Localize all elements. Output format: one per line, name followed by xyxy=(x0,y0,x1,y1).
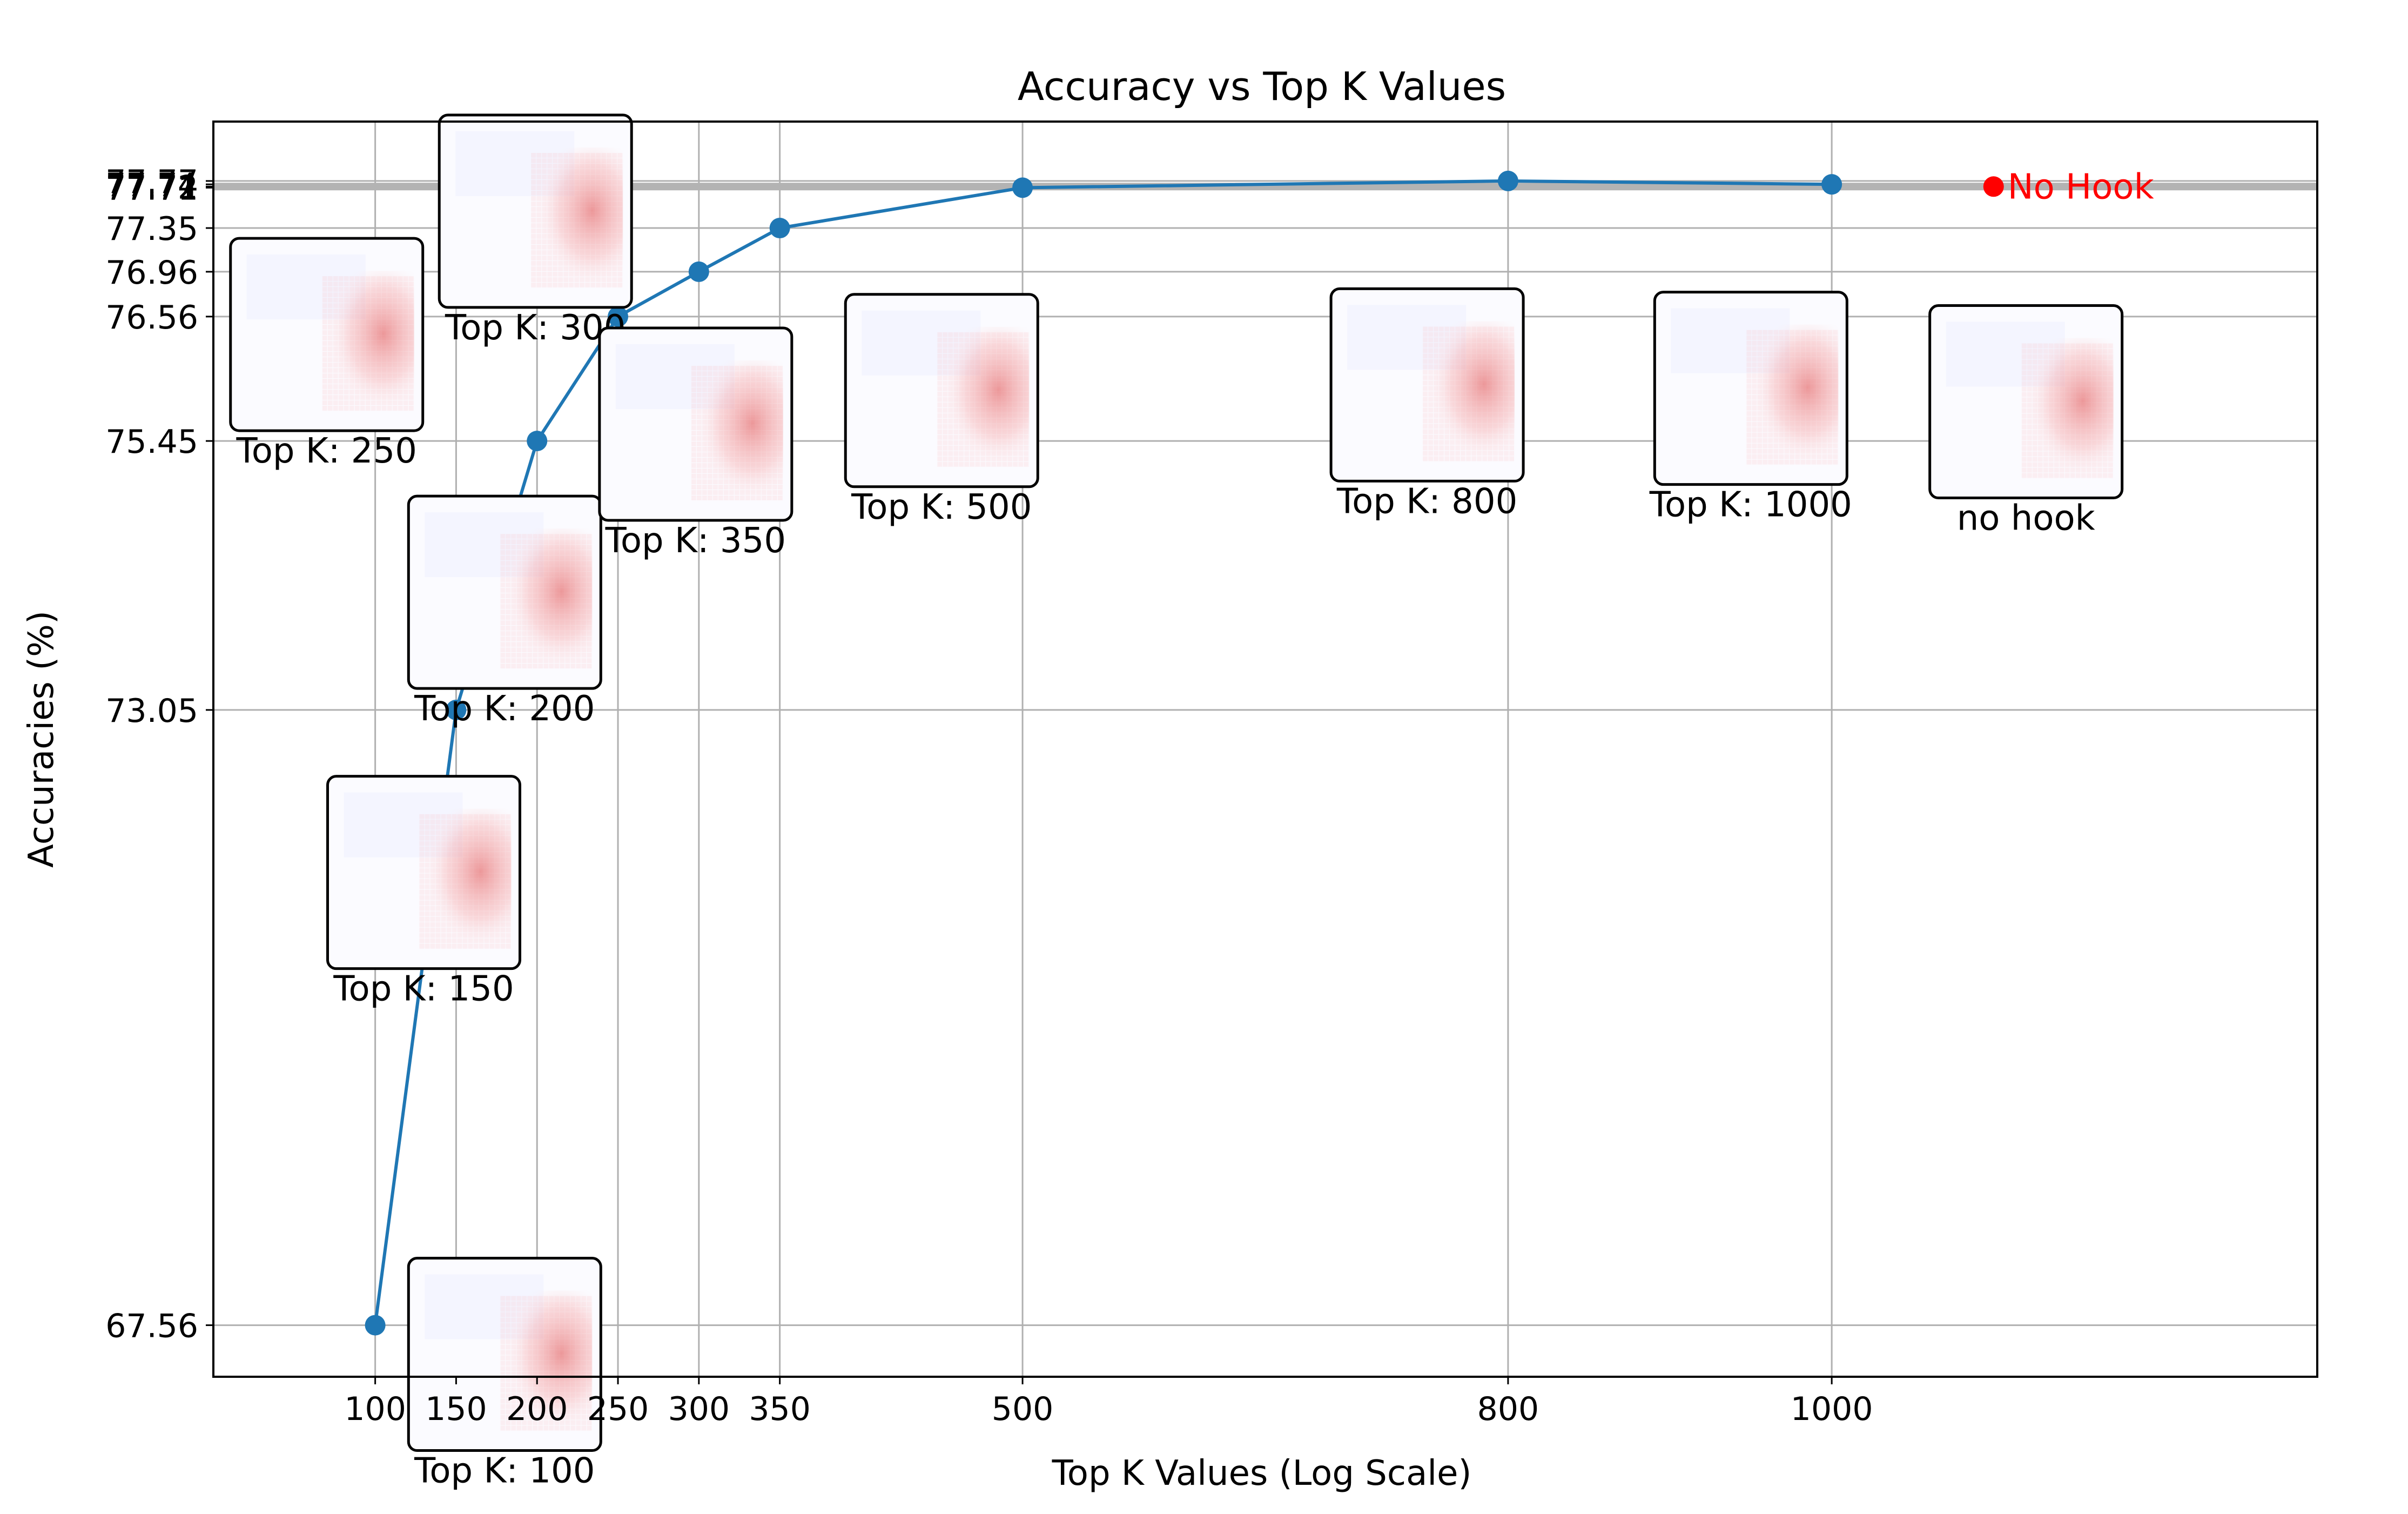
thumbnail-label: Top K: 1000 xyxy=(1649,485,1852,525)
thumbnail-label: Top K: 250 xyxy=(236,431,417,471)
thumbnail-label: Top K: 350 xyxy=(605,521,786,561)
attention-thumbnail: no hook xyxy=(1928,304,2124,539)
y-tick-label: 77.74 xyxy=(105,166,198,204)
thumbnail-heat xyxy=(680,360,783,501)
baseline-marker xyxy=(1983,176,2004,197)
plot-frame xyxy=(212,120,2318,1378)
y-tick-label: 77.71 xyxy=(105,170,198,207)
chart-title: Accuracy vs Top K Values xyxy=(1018,64,1506,109)
data-point xyxy=(769,218,790,239)
y-tick-label: 77.35 xyxy=(105,210,198,248)
thumbnail-heat xyxy=(1736,324,1839,465)
thumbnail-heat xyxy=(926,326,1030,467)
series-line xyxy=(373,179,1832,1325)
x-tick-label: 500 xyxy=(992,1390,1054,1428)
x-tick-label: 250 xyxy=(587,1390,649,1428)
y-tick-label: 73.05 xyxy=(105,692,198,730)
axes-layer: 100 150 200 250 300 350 500 800 1000 67.56 73.05 75… xyxy=(105,120,2318,1428)
x-tick-label: 100 xyxy=(344,1390,406,1428)
x-tick-label: 1000 xyxy=(1791,1390,1873,1428)
thumbnail-label: Top K: 800 xyxy=(1336,481,1517,521)
thumbnail-layer: Top K: 100 Top K: 150 Top K: 200 Top K: 250… xyxy=(229,113,2124,1491)
y-tick-label: 77.77 xyxy=(105,163,198,201)
thumbnail-heat xyxy=(520,147,623,288)
attention-thumbnail: Top K: 800 xyxy=(1329,287,1525,521)
attention-thumbnail: Top K: 100 xyxy=(407,1257,602,1491)
thumbnail-heat xyxy=(489,1290,593,1431)
thumbnail-label: Top K: 100 xyxy=(414,1451,595,1491)
thumbnail-heat xyxy=(1412,321,1515,462)
x-tick-label: 300 xyxy=(668,1390,730,1428)
attention-thumbnail: Top K: 350 xyxy=(598,326,793,561)
data-point xyxy=(608,306,629,327)
y-tick-label: 75.45 xyxy=(105,423,198,461)
attention-thumbnail: Top K: 200 xyxy=(407,494,602,729)
x-axis-label: Top K Values (Log Scale) xyxy=(1052,1453,1472,1493)
attention-thumbnail: Top K: 300 xyxy=(438,113,633,348)
data-point xyxy=(1821,174,1842,195)
data-point xyxy=(446,699,467,720)
thumbnail-label: Top K: 150 xyxy=(333,969,514,1009)
attention-thumbnail: Top K: 500 xyxy=(844,293,1039,527)
thumbnail-heat xyxy=(408,808,512,949)
baseline-label: No Hook xyxy=(2008,167,2154,207)
attention-thumbnail: Top K: 250 xyxy=(229,237,425,471)
data-point xyxy=(1497,170,1518,191)
data-point xyxy=(527,431,548,452)
thumbnail-heat xyxy=(489,528,593,669)
thumbnail-heat xyxy=(311,271,414,412)
thumbnail-label: no hook xyxy=(1957,499,2095,539)
x-tick-label: 800 xyxy=(1477,1390,1539,1428)
thumbnail-label: Top K: 300 xyxy=(445,308,625,348)
data-point xyxy=(688,261,709,282)
y-tick-label: 76.96 xyxy=(105,254,198,292)
y-tick-label: 76.56 xyxy=(105,299,198,337)
attention-thumbnail: Top K: 1000 xyxy=(1649,291,1852,525)
y-axis-label: Accuracies (%) xyxy=(22,611,62,868)
data-point xyxy=(365,1315,386,1336)
y-tick-label: 67.56 xyxy=(105,1308,198,1345)
data-point xyxy=(1012,177,1033,198)
x-tick-label: 350 xyxy=(749,1390,811,1428)
x-tick-label: 150 xyxy=(425,1390,487,1428)
attention-thumbnail: Top K: 150 xyxy=(326,775,521,1009)
x-tick-label: 200 xyxy=(506,1390,568,1428)
y-tick-label: 77.72 xyxy=(105,169,198,206)
thumbnail-heat xyxy=(2010,338,2114,479)
thumbnail-label: Top K: 500 xyxy=(851,487,1032,527)
thumbnail-label: Top K: 200 xyxy=(414,689,595,729)
